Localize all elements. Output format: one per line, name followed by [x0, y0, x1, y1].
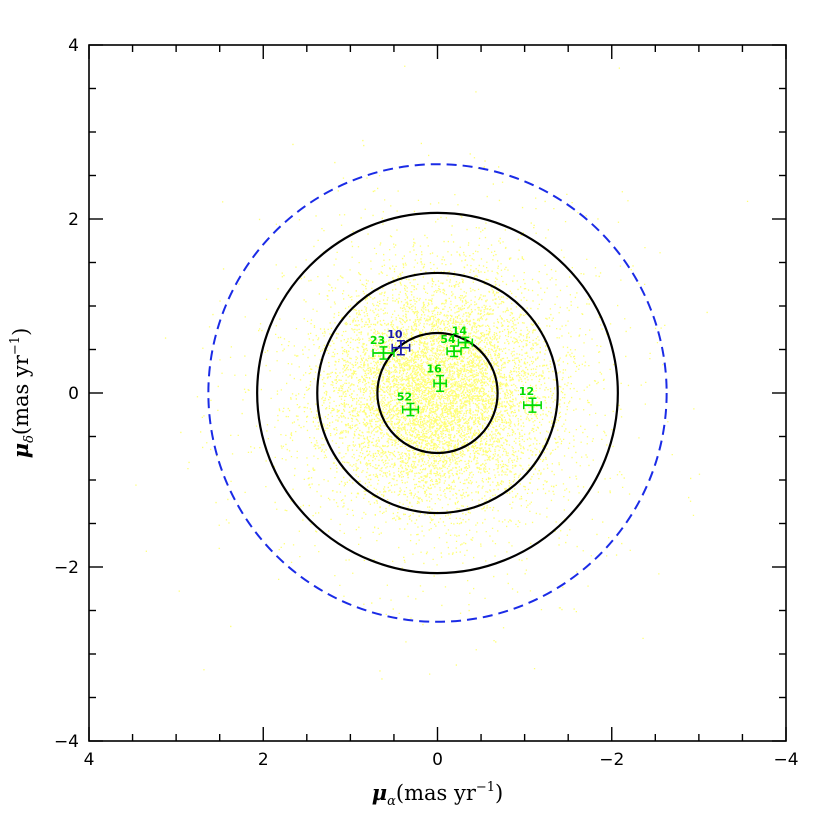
- solid-circle-0: [376, 331, 499, 455]
- star-point-14: 14: [452, 324, 474, 349]
- star-point-23: 23: [370, 334, 395, 360]
- x-tick-label-1: 2: [258, 750, 269, 770]
- point-label-52: 52: [397, 390, 412, 403]
- x-axis-close: ): [495, 781, 503, 805]
- y-tick-label-1: 2: [68, 210, 79, 230]
- x-axis-subscript: α: [387, 794, 396, 809]
- star-point-12: 12: [519, 385, 542, 413]
- star-point-52: 52: [397, 390, 420, 417]
- y-tick-label-3: −2: [54, 558, 79, 578]
- y-tick-label-2: 0: [68, 384, 79, 404]
- x-axis-symbol: μ: [372, 780, 387, 805]
- point-label-14: 14: [452, 324, 468, 337]
- axis-ticks: [88, 44, 787, 742]
- x-tick-label-2: 0: [432, 750, 443, 770]
- point-label-12: 12: [519, 385, 534, 398]
- star-point-16: 16: [426, 363, 447, 393]
- y-axis-unit: (mas yr: [9, 354, 33, 435]
- y-tick-label-4: −4: [54, 732, 79, 752]
- point-label-16: 16: [426, 363, 442, 376]
- dashed-circle-3: [207, 163, 668, 623]
- x-axis-unit: (mas yr: [396, 781, 477, 805]
- star-point-10: 10: [387, 328, 411, 356]
- x-tick-label-4: −4: [773, 750, 798, 770]
- y-tick-label-0: 4: [68, 36, 79, 56]
- point-label-54: 54: [440, 333, 456, 346]
- x-tick-label-0: 4: [84, 750, 95, 770]
- y-axis-title: μδ(mas yr−1): [8, 328, 37, 459]
- solid-circle-1: [316, 271, 559, 515]
- x-axis-title: μα(mas yr−1): [372, 780, 504, 809]
- point-label-10: 10: [387, 328, 403, 341]
- star-point-54: 54: [440, 333, 462, 358]
- field-star-dots: [135, 65, 749, 680]
- y-axis-exponent: −1: [8, 336, 23, 355]
- y-axis-symbol: μ: [8, 443, 33, 458]
- radius-circles: [207, 163, 668, 623]
- x-tick-label-3: −2: [599, 750, 624, 770]
- y-axis-subscript: δ: [22, 435, 37, 443]
- y-axis-close: ): [9, 328, 33, 336]
- x-axis-exponent: −1: [476, 780, 495, 795]
- solid-circle-2: [256, 211, 619, 575]
- plot-frame: [88, 44, 787, 742]
- point-label-23: 23: [370, 334, 385, 347]
- field-star-cloud: [135, 65, 749, 680]
